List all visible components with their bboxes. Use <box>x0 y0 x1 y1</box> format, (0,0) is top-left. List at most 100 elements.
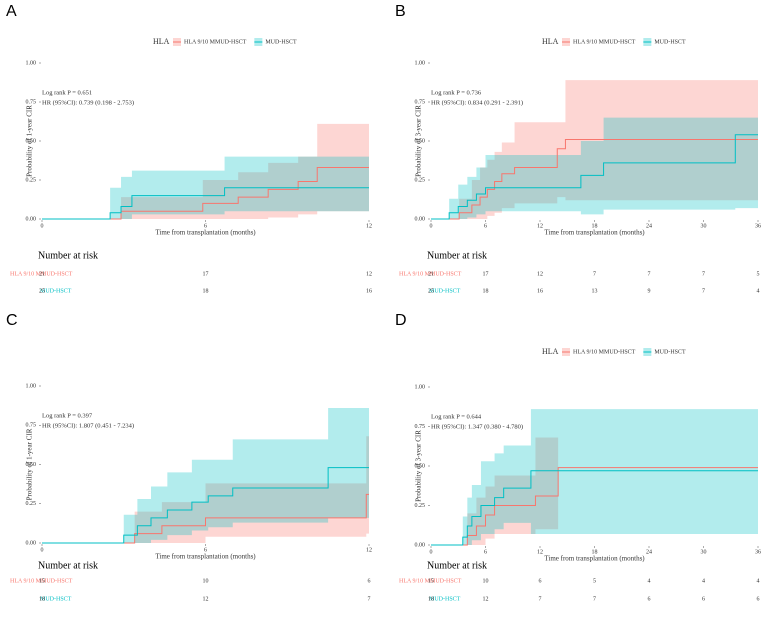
x-tick-label: 0 <box>430 549 433 555</box>
y-tick-label: 0.00 <box>415 542 426 548</box>
y-tick-label: 0.75 <box>415 424 426 430</box>
risk-count: 4 <box>702 578 705 584</box>
x-tick-label: 6 <box>484 549 487 555</box>
risk-count: 7 <box>593 271 596 277</box>
legend-title: HLA <box>542 347 559 356</box>
risk-count: 6 <box>539 578 542 584</box>
x-axis-label: Time from transplantation (months) <box>544 555 645 563</box>
y-axis-label: Probability of 1-year CIR <box>26 428 34 500</box>
risk-count: 6 <box>757 596 760 602</box>
risk-count: 21 <box>39 271 45 277</box>
y-axis-label: Probability of 3-year CIR <box>415 105 423 177</box>
risk-row-name: MUD-HSCT <box>429 288 461 294</box>
x-tick-label: 0 <box>41 547 44 553</box>
x-tick-label: 30 <box>701 549 707 555</box>
legend-label: MUD-HSCT <box>654 349 686 355</box>
risk-count: 18 <box>428 596 434 602</box>
cir-curve <box>42 187 369 220</box>
confidence-band <box>431 437 758 545</box>
risk-count: 7 <box>702 288 705 294</box>
x-tick-label: 12 <box>366 547 372 553</box>
panel: C 0.00 0.25 0.50 0.75 1.00 0 6 12 Time from trans… <box>6 312 372 602</box>
confidence-band <box>42 123 369 219</box>
legend-label: HLA 9/10 MMUD-HSCT <box>573 39 636 45</box>
legend-title: HLA <box>153 37 170 46</box>
legend-title: HLA <box>542 37 559 46</box>
risk-count: 21 <box>428 271 434 277</box>
risk-count: 7 <box>648 271 651 277</box>
risk-count: 7 <box>368 596 371 602</box>
risk-table-title: Number at risk <box>427 560 487 571</box>
y-tick-label: 0.25 <box>26 501 37 507</box>
panel: A HLA HLA 9/10 MMUD-HSCT MUD-HSCT 0.00 0.25 0.… <box>6 3 372 294</box>
risk-count: 6 <box>702 596 705 602</box>
risk-count: 10 <box>203 578 209 584</box>
risk-count: 25 <box>39 288 45 294</box>
legend-label: HLA 9/10 MMUD-HSCT <box>573 349 636 355</box>
risk-count: 6 <box>648 596 651 602</box>
panel-label: B <box>395 3 406 20</box>
risk-count: 4 <box>648 578 651 584</box>
risk-count: 7 <box>702 271 705 277</box>
panel-label: A <box>6 3 17 20</box>
risk-row-name: MUD-HSCT <box>429 596 461 602</box>
y-tick-label: 0.75 <box>415 99 426 105</box>
x-tick-label: 18 <box>592 549 598 555</box>
x-tick-label: 6 <box>204 547 207 553</box>
risk-count: 7 <box>539 596 542 602</box>
risk-count: 4 <box>757 578 760 584</box>
x-tick-label: 24 <box>646 549 652 555</box>
risk-row-name: HLA 9/10 MMUD-HSCT <box>399 271 462 277</box>
risk-count: 5 <box>757 271 760 277</box>
risk-count: 9 <box>648 288 651 294</box>
confidence-band <box>42 436 369 543</box>
x-tick-label: 30 <box>701 223 707 229</box>
confidence-band <box>431 80 758 219</box>
x-tick-label: 6 <box>484 223 487 229</box>
y-tick-label: 0.50 <box>26 138 37 144</box>
risk-table-title: Number at risk <box>38 250 98 261</box>
annotation: Log rank P = 0.736 <box>431 89 482 96</box>
y-axis-label: Probability of 1-year CIR <box>26 105 34 177</box>
cir-curve <box>42 167 369 220</box>
x-tick-label: 36 <box>755 549 761 555</box>
risk-row-name: HLA 9/10 MMUD-HSCT <box>10 578 73 584</box>
risk-count: 17 <box>483 271 489 277</box>
y-tick-label: 0.25 <box>26 177 37 183</box>
risk-count: 18 <box>483 288 489 294</box>
risk-count: 4 <box>757 288 760 294</box>
y-tick-label: 0.00 <box>415 216 426 222</box>
x-tick-label: 0 <box>430 223 433 229</box>
risk-count: 15 <box>428 578 434 584</box>
risk-count: 25 <box>428 288 434 294</box>
risk-count: 18 <box>39 596 45 602</box>
cir-curve <box>431 138 758 220</box>
x-tick-label: 24 <box>646 223 652 229</box>
y-tick-label: 0.75 <box>26 99 37 105</box>
y-tick-label: 0.25 <box>415 503 426 509</box>
risk-count: 17 <box>203 271 209 277</box>
risk-count: 12 <box>203 596 209 602</box>
cir-curve <box>42 493 369 544</box>
risk-table-title: Number at risk <box>427 250 487 261</box>
confidence-band <box>431 409 758 545</box>
risk-row-name: MUD-HSCT <box>40 596 72 602</box>
x-tick-label: 12 <box>366 223 372 229</box>
x-tick-label: 0 <box>41 223 44 229</box>
y-tick-label: 0.00 <box>26 216 37 222</box>
x-tick-label: 18 <box>592 223 598 229</box>
panel: D HLA HLA 9/10 MMUD-HSCT MUD-HSCT 0.00 0.25 0.… <box>395 312 761 602</box>
x-tick-label: 12 <box>537 549 543 555</box>
legend-label: HLA 9/10 MMUD-HSCT <box>184 39 247 45</box>
confidence-band <box>42 156 369 219</box>
risk-row-name: MUD-HSCT <box>40 288 72 294</box>
y-tick-label: 1.00 <box>415 384 426 390</box>
risk-count: 12 <box>366 271 372 277</box>
risk-count: 13 <box>592 288 598 294</box>
cir-curve <box>431 134 758 220</box>
confidence-band <box>42 407 369 543</box>
risk-count: 10 <box>483 578 489 584</box>
annotation: Log rank P = 0.651 <box>42 89 92 96</box>
risk-count: 12 <box>537 271 543 277</box>
